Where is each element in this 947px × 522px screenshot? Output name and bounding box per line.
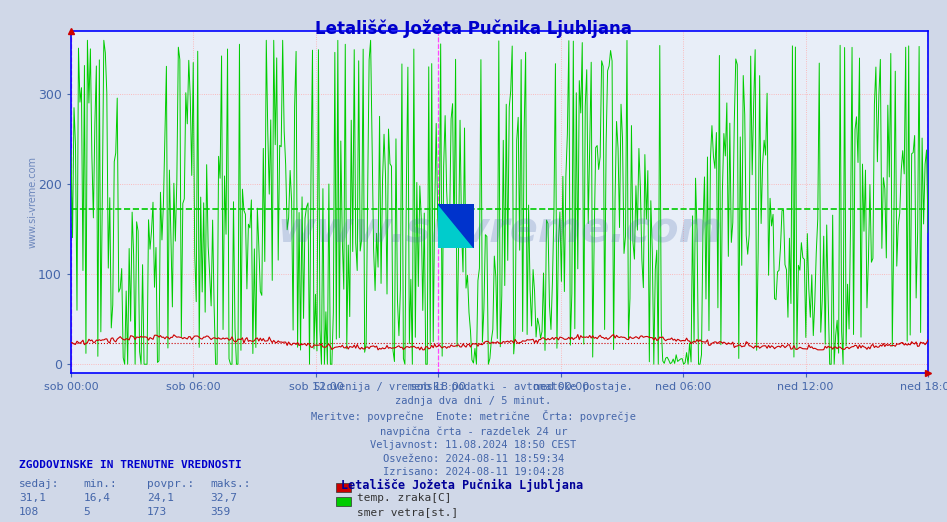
Text: Letališče Jožeta Pučnika Ljubljana: Letališče Jožeta Pučnika Ljubljana [315,20,632,38]
Text: 5: 5 [83,507,90,517]
Text: temp. zraka[C]: temp. zraka[C] [357,493,452,503]
Polygon shape [438,204,474,248]
Text: 108: 108 [19,507,39,517]
Text: www.si-vreme.com: www.si-vreme.com [277,209,722,251]
Text: 16,4: 16,4 [83,493,111,503]
Text: 24,1: 24,1 [147,493,174,503]
Text: 173: 173 [147,507,167,517]
Text: min.:: min.: [83,479,117,489]
Text: www.si-vreme.com: www.si-vreme.com [27,156,38,248]
Text: Slovenija / vremenski podatki - avtomatske postaje.
zadnja dva dni / 5 minut.
Me: Slovenija / vremenski podatki - avtomats… [311,382,636,477]
Polygon shape [438,204,474,248]
Text: Letališče Jožeta Pučnika Ljubljana: Letališče Jožeta Pučnika Ljubljana [341,479,583,492]
Text: 359: 359 [210,507,230,517]
Text: 31,1: 31,1 [19,493,46,503]
Text: sedaj:: sedaj: [19,479,60,489]
Text: smer vetra[st.]: smer vetra[st.] [357,507,458,517]
Text: 32,7: 32,7 [210,493,238,503]
Text: povpr.:: povpr.: [147,479,194,489]
Text: maks.:: maks.: [210,479,251,489]
Text: ZGODOVINSKE IN TRENUTNE VREDNOSTI: ZGODOVINSKE IN TRENUTNE VREDNOSTI [19,460,241,470]
